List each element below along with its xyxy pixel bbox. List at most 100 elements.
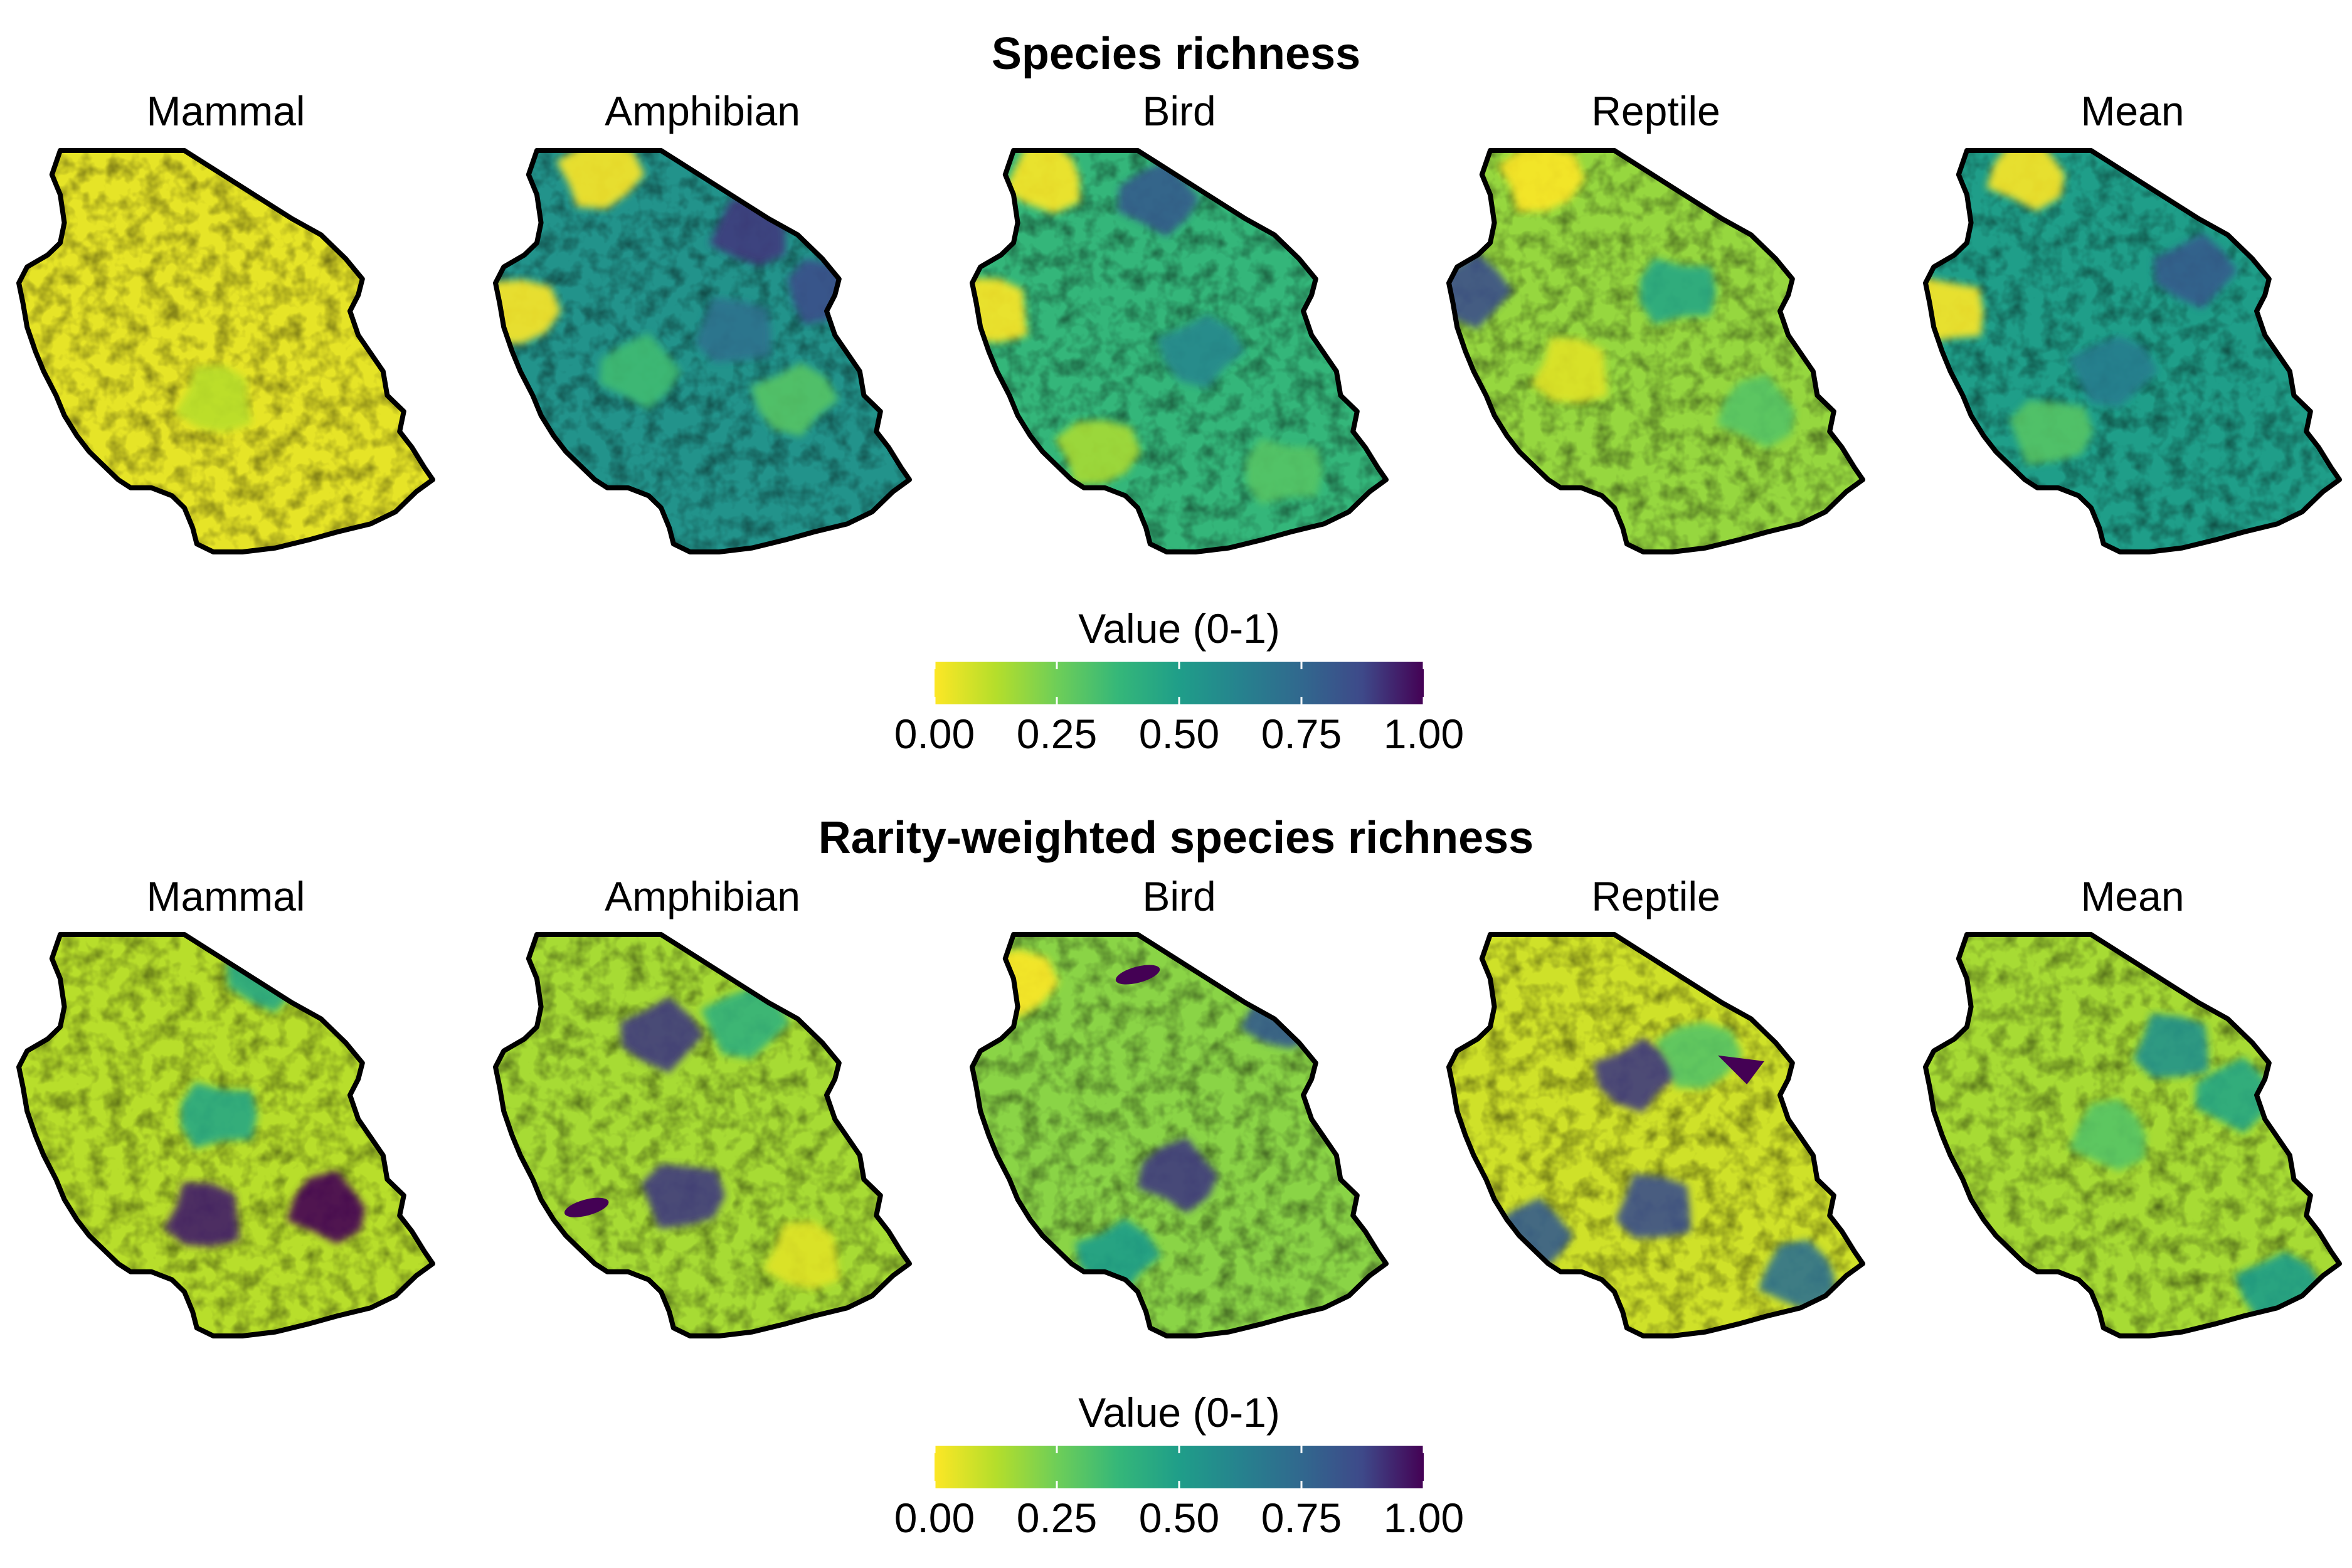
raster-texture bbox=[19, 151, 433, 552]
map-feature bbox=[1498, 151, 1585, 212]
map-feature bbox=[1531, 338, 1608, 403]
map-feature bbox=[1655, 1022, 1743, 1089]
colorbar-legend: Value (0-1) 0.00 0.25 0.50 0.75 1.00 bbox=[894, 605, 1464, 757]
map-panel-amphibian: Amphibian bbox=[493, 873, 912, 1338]
map-feature bbox=[620, 997, 704, 1073]
map-panel-mean: Mean bbox=[1923, 873, 2342, 1338]
colorbar-tick-label: 0.50 bbox=[1139, 711, 1219, 757]
map-feature bbox=[556, 151, 645, 209]
map-feature bbox=[2133, 1013, 2209, 1078]
map-feature bbox=[564, 1197, 609, 1217]
raster-texture bbox=[1449, 151, 1863, 552]
panel-title: Reptile bbox=[1591, 873, 1720, 919]
map-panel-mean: Mean bbox=[1923, 88, 2342, 554]
map-panel-bird: Bird bbox=[970, 88, 1389, 554]
panel-title: Mammal bbox=[146, 88, 305, 134]
panel-title: Bird bbox=[1142, 88, 1216, 134]
country-outline bbox=[493, 148, 912, 554]
legend-title: Value (0-1) bbox=[1078, 1389, 1280, 1436]
colorbar-tick-label: 0.00 bbox=[894, 711, 975, 757]
colorbar-tick-label: 0.75 bbox=[1261, 1495, 1342, 1541]
section-1: Species richness Mammal Amphibian Bird Repti… bbox=[16, 29, 2342, 757]
country-outline bbox=[1923, 932, 2342, 1338]
map-feature bbox=[695, 297, 771, 363]
country-outline bbox=[16, 932, 435, 1338]
country-outline bbox=[1923, 148, 2342, 554]
map-feature bbox=[972, 278, 1028, 342]
panel-title: Reptile bbox=[1591, 88, 1720, 134]
raster-fill bbox=[19, 935, 433, 1336]
map-feature bbox=[1054, 420, 1142, 485]
colorbar-legend: Value (0-1) 0.00 0.25 0.50 0.75 1.00 bbox=[894, 1389, 1464, 1541]
country-outline bbox=[1446, 932, 1865, 1338]
raster-texture bbox=[495, 151, 909, 552]
map-panel-reptile: Reptile bbox=[1446, 88, 1865, 554]
colorbar-tick-label: 1.00 bbox=[1384, 1495, 1464, 1541]
map-feature bbox=[1246, 438, 1323, 505]
map-feature bbox=[1137, 1137, 1219, 1213]
map-feature bbox=[1004, 151, 1080, 214]
raster-fill bbox=[495, 151, 909, 552]
raster-fill bbox=[495, 935, 909, 1336]
colorbar-tick-label: 0.75 bbox=[1261, 711, 1342, 757]
map-feature bbox=[599, 333, 681, 410]
panel-title: Amphibian bbox=[605, 873, 800, 919]
raster-fill bbox=[1926, 935, 2339, 1336]
colorbar-tick-label: 0.50 bbox=[1139, 1495, 1219, 1541]
raster-fill bbox=[1449, 151, 1863, 552]
panel-title: Mean bbox=[2080, 88, 2184, 134]
map-feature bbox=[1615, 1173, 1691, 1239]
raster-texture bbox=[495, 935, 909, 1336]
map-panel-reptile: Reptile bbox=[1446, 873, 1865, 1338]
country-outline bbox=[970, 932, 1389, 1338]
panel-title: Mammal bbox=[146, 873, 305, 919]
map-feature bbox=[175, 366, 252, 433]
colorbar-tick-label: 0.00 bbox=[894, 1495, 975, 1541]
section-title: Species richness bbox=[992, 29, 1360, 79]
map-feature bbox=[1718, 1055, 1764, 1084]
map-feature bbox=[641, 1164, 726, 1229]
colorbar-tick-label: 0.25 bbox=[1017, 711, 1097, 757]
map-feature bbox=[163, 1182, 240, 1247]
map-feature bbox=[1117, 161, 1199, 237]
country-outline bbox=[16, 148, 435, 554]
map-feature bbox=[1115, 965, 1160, 985]
section-2: Rarity-weighted species richness Mammal Am… bbox=[16, 813, 2342, 1541]
raster-fill bbox=[1449, 935, 1863, 1336]
map-feature bbox=[2069, 336, 2158, 407]
map-panel-bird: Bird bbox=[970, 873, 1389, 1338]
map-feature bbox=[1157, 314, 1245, 388]
map-feature bbox=[701, 988, 790, 1059]
country-outline bbox=[970, 148, 1389, 554]
panel-title: Bird bbox=[1142, 873, 1216, 919]
map-panel-mammal: Mammal bbox=[16, 88, 435, 554]
map-feature bbox=[181, 1082, 258, 1148]
map-feature bbox=[1640, 258, 1717, 324]
map-feature bbox=[751, 363, 839, 437]
section-title: Rarity-weighted species richness bbox=[818, 813, 1534, 863]
map-feature bbox=[1592, 1037, 1680, 1113]
map-feature bbox=[287, 1170, 366, 1244]
map-feature bbox=[2069, 1099, 2146, 1171]
map-feature bbox=[763, 1221, 840, 1290]
map-feature bbox=[1986, 151, 2065, 211]
map-feature bbox=[1757, 1239, 1835, 1311]
country-outline bbox=[1446, 148, 1865, 554]
country-outline bbox=[493, 932, 912, 1338]
panel-title: Mean bbox=[2080, 873, 2184, 919]
colorbar-tick-label: 1.00 bbox=[1384, 711, 1464, 757]
raster-fill bbox=[19, 151, 433, 552]
map-feature bbox=[2153, 233, 2238, 309]
map-feature bbox=[1926, 277, 1984, 344]
map-feature bbox=[2195, 1057, 2277, 1133]
map-feature bbox=[1717, 374, 1796, 448]
panel-title: Amphibian bbox=[605, 88, 800, 134]
map-panel-amphibian: Amphibian bbox=[493, 88, 912, 554]
raster-fill bbox=[1926, 151, 2339, 552]
raster-fill bbox=[972, 935, 1386, 1336]
colorbar-tick-label: 0.25 bbox=[1017, 1495, 1097, 1541]
map-feature bbox=[2009, 400, 2094, 465]
map-panel-mammal: Mammal bbox=[16, 873, 435, 1338]
legend-title: Value (0-1) bbox=[1078, 605, 1280, 652]
